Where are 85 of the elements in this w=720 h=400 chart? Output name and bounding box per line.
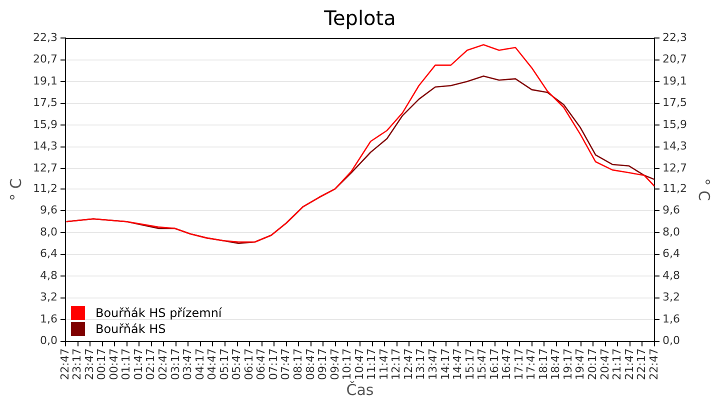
y-axis-title: ° C [6,178,25,202]
y2-tick-label: 11,2 [662,182,688,195]
x-tick-label: 15:47 [476,348,489,380]
y2-tick-label: 9,6 [662,204,680,217]
x-tick-label: 12:47 [402,348,415,380]
x-tick-label: 04:47 [206,348,219,380]
x-tick-label: 06:47 [254,348,268,380]
x-tick-label: 13:47 [426,348,440,380]
x-tick-label: 12:17 [390,348,403,380]
y2-tick-label: 12,7 [662,161,688,174]
y2-tick-label: 1,6 [662,312,680,326]
x-tick-label: 10:47 [352,348,366,380]
x-tick-label: 07:47 [279,348,292,380]
x-tick-label: 14:17 [438,348,452,380]
x-tick-label: 19:47 [574,348,587,380]
y-tick-label: 17,5 [32,96,58,110]
x-tick-label: 22:17 [635,348,648,380]
x-tick-label: 19:17 [561,348,574,380]
y-tick-label: 20,7 [32,52,58,66]
x-tick-label: 04:17 [193,348,206,380]
x-tick-label: 21:47 [622,348,636,380]
y2-tick-label: 20,7 [662,52,688,66]
x-tick-label: 06:17 [242,348,256,380]
x-tick-label: 22:47 [58,348,72,380]
x-tick-label: 17:17 [512,348,526,380]
y-tick-label: 12,7 [32,161,58,174]
y-tick-label: 9,6 [40,204,58,217]
y2-tick-label: 14,3 [662,140,688,153]
y2-tick-label: 8,0 [662,225,680,238]
x-tick-label: 00:17 [95,348,108,380]
legend-label: Bouřňák HS přízemní [95,306,222,320]
x-tick-label: 18:17 [536,348,550,380]
x-tick-label: 11:47 [377,348,390,380]
x-tick-label: 17:47 [524,348,538,380]
x-tick-label: 15:17 [463,348,476,380]
x-tick-label: 02:17 [144,348,158,380]
y-tick-label: 14,3 [32,140,58,153]
y-tick-label: 22,3 [32,30,58,44]
x-tick-label: 03:47 [181,348,194,380]
y-tick-label: 6,4 [40,247,58,260]
y2-tick-label: 6,4 [662,247,680,260]
x-tick-label: 00:47 [107,348,120,380]
x-tick-label: 01:47 [132,348,145,380]
x-tick-label: 08:47 [304,348,317,380]
y-tick-label: 0,0 [40,334,58,348]
y-tick-label: 8,0 [40,225,58,238]
x-tick-label: 23:47 [82,348,96,380]
x-tick-label: 13:17 [414,348,428,380]
y-tick-label: 19,1 [32,74,58,88]
x-tick-label: 09:17 [316,348,330,380]
x-tick-label: 16:17 [488,348,501,380]
x-tick-label: 21:17 [610,348,624,380]
y-tick-label: 3,2 [40,290,58,304]
y-tick-label: 4,8 [40,268,58,282]
x-tick-label: 02:47 [156,348,170,380]
y-tick-label: 15,9 [32,118,58,131]
y2-tick-label: 19,1 [662,74,688,88]
y2-tick-label: 22,3 [662,30,688,44]
y2-tick-label: 3,2 [662,290,680,304]
legend-label: Bouřňák HS [95,322,166,336]
x-tick-label: 03:17 [168,348,182,380]
x-tick-label: 10:17 [340,348,354,380]
chart-title: Teplota [323,6,396,30]
x-tick-label: 08:17 [292,348,305,380]
y2-axis-title: ° C [695,178,714,202]
y2-tick-label: 15,9 [662,118,688,131]
x-tick-label: 18:47 [549,348,562,380]
x-tick-label: 14:47 [451,348,464,380]
x-tick-label: 01:17 [120,348,133,380]
y2-tick-label: 0,0 [662,334,680,348]
x-tick-label: 16:47 [500,348,514,380]
x-tick-label: 07:17 [266,348,280,380]
x-tick-label: 09:47 [328,348,342,380]
x-tick-label: 20:17 [586,348,600,380]
x-tick-label: 05:17 [218,348,231,380]
x-axis-title: Čas [346,380,374,399]
y-tick-label: 1,6 [40,312,58,326]
x-tick-label: 20:47 [598,348,612,380]
y2-tick-label: 4,8 [662,268,680,282]
x-tick-label: 23:17 [70,348,84,380]
y-tick-label: 11,2 [32,182,58,195]
y2-tick-label: 17,5 [662,96,688,110]
x-tick-label: 22:47 [647,348,660,380]
x-tick-label: 11:17 [365,348,378,380]
x-tick-label: 05:47 [230,348,244,380]
